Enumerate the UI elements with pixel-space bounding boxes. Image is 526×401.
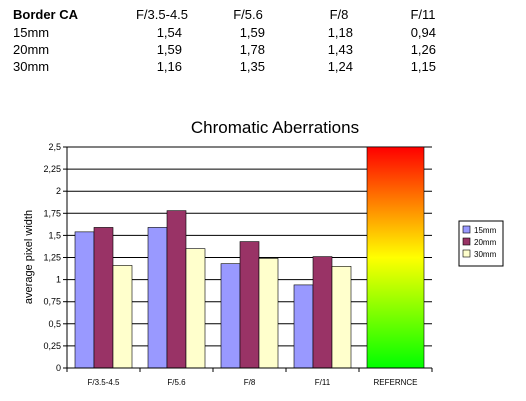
y-tick-label: 1,75 (43, 208, 61, 218)
x-tick-label: F/3.5-4.5 (87, 378, 120, 387)
bar-30mm (331, 266, 352, 369)
y-tick-label: 0,25 (43, 341, 61, 351)
y-tick-label: 0 (56, 363, 61, 373)
x-tick-label: F/8 (244, 378, 256, 387)
x-tick-label: F/11 (315, 378, 331, 387)
table-cell: 0,94 (410, 25, 436, 40)
table-cell: 1,16 (156, 59, 182, 74)
table-cell: 1,43 (327, 42, 353, 57)
table-cell: 1,26 (410, 42, 436, 57)
bar-15mm (293, 284, 314, 369)
bar-15mm (147, 227, 168, 369)
table-cell: 1,15 (410, 59, 436, 74)
y-tick-label: 2,5 (48, 142, 61, 152)
table-cell: 1,24 (327, 59, 353, 74)
bar-20mm (312, 256, 333, 369)
legend-label: 20mm (474, 238, 497, 247)
legend-swatch (462, 225, 471, 234)
bar-30mm (258, 258, 279, 369)
table-cell: 1,54 (156, 25, 182, 40)
y-tick-label: 2 (56, 186, 61, 196)
table-row-label: 30mm (13, 59, 50, 74)
y-tick-label: 0,5 (48, 319, 61, 329)
y-tick-label: 2,25 (43, 164, 61, 174)
table-header-cell: F/3.5-4.5 (135, 7, 189, 22)
bar-15mm (74, 231, 95, 369)
x-tick-label: F/5.6 (167, 378, 186, 387)
table-cell: 1,18 (327, 25, 353, 40)
table-row-label: 15mm (13, 25, 50, 40)
table-header-cell: F/8 (329, 7, 349, 22)
y-tick-label: 0,75 (43, 297, 61, 307)
table-row-label: 20mm (13, 42, 50, 57)
table-cell: 1,35 (239, 59, 265, 74)
legend-label: 15mm (474, 226, 497, 235)
bar-20mm (239, 241, 260, 369)
data-table: Border CA F/3.5-4.5 F/5.6 F/8 F/11 15mm 1,54 1,… (0, 0, 526, 80)
bar-30mm (112, 265, 133, 369)
legend-swatch (462, 237, 471, 246)
chart-title: Chromatic Aberrations (191, 118, 359, 137)
y-tick-label: 1,25 (43, 253, 61, 263)
reference-bar (366, 146, 425, 369)
bar-20mm (166, 210, 187, 369)
bar-30mm (185, 248, 206, 369)
y-tick-label: 1 (56, 275, 61, 285)
table-cell: 1,59 (156, 42, 182, 57)
table-header-cell: F/5.6 (233, 7, 263, 22)
y-axis-label: average pixel width (23, 210, 35, 304)
table-cell: 1,78 (239, 42, 265, 57)
bar-15mm (220, 263, 241, 369)
legend: 15mm 20mm 30mm (458, 220, 504, 267)
y-tick-label: 1,5 (48, 230, 61, 240)
x-tick-label: REFERNCE (373, 378, 417, 387)
table-header-cell: F/11 (410, 7, 436, 22)
table-header-cell: Border CA (13, 7, 79, 22)
legend-label: 30mm (474, 250, 497, 259)
legend-swatch (462, 249, 471, 258)
bar-20mm (93, 227, 114, 369)
table-cell: 1,59 (239, 25, 265, 40)
